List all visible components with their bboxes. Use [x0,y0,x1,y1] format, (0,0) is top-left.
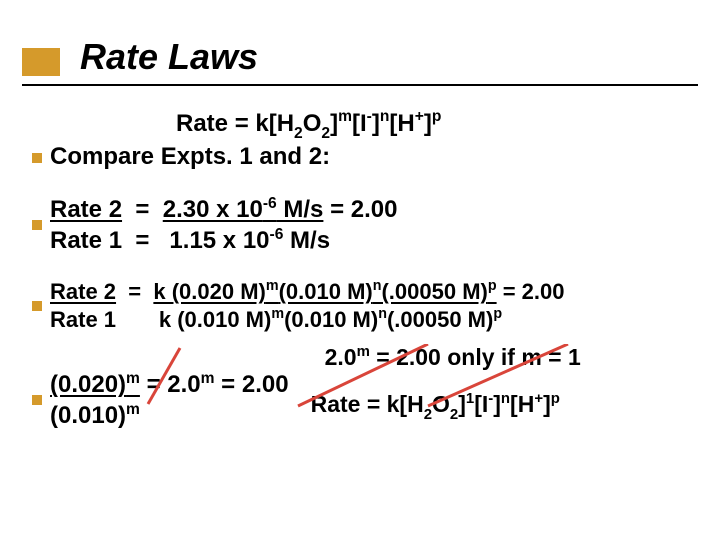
strike-k2: k (0.010 M)m(0.010 M)n(.00050 M)p [159,306,502,334]
ratio-symbolic: Rate 2 = k (0.020 M)m(0.010 M)n(.00050 M… [32,278,692,333]
sup: -6 [270,226,284,243]
strike-term2b: (0.010 M)n [284,306,387,334]
txt: = 2.00 [215,371,289,398]
sup: p [488,278,497,294]
bullet-icon [32,153,42,163]
txt: ] [330,110,338,137]
txt: = [128,279,141,304]
sub: 2 [424,406,432,423]
strike-term3b: (.00050 M)p [387,306,502,334]
strike-term3: (.00050 M)p [381,278,496,306]
rate-equation: Rate = k[H2O2]m[I-]n[H+]p [32,108,692,142]
ratio-numeric: Rate 2 = 2.30 x 10-6 M/s = 2.00 Rate 1 =… [32,194,692,256]
txt: (0.020) [50,371,126,398]
sup: 1 [466,390,474,407]
bottom-block: (0.020)m = 2.0m = 2.00 (0.010)m 2.0m = 2… [32,369,692,431]
txt: ] [372,110,380,137]
sup: m [201,370,215,387]
sup: m [126,401,140,418]
bullet-icon [32,301,42,311]
txt: = [135,227,149,254]
txt: Rate = k[H [311,391,424,417]
txt: 2.30 x 10 [163,196,263,223]
txt: Rate 1 [50,227,122,254]
sup: m [338,108,352,125]
txt: (.00050 M) [387,307,493,332]
slide-title: Rate Laws [80,36,258,77]
title-wrap: Rate Laws [80,36,258,78]
txt: O [303,110,322,137]
sup: n [373,278,382,294]
txt: [H [389,110,414,137]
compare-line: Compare Expts. 1 and 2: [32,142,692,172]
txt: ] [424,110,432,137]
txt: M/s [283,227,330,254]
txt: = 2.00 [323,196,397,223]
conclusion-1: 2.0m = 2.00 only if m = 1 [305,343,692,372]
txt: [I [474,391,488,417]
txt: Compare Expts. 1 and 2: [50,143,330,170]
txt: = [135,196,149,223]
txt: ] [458,391,466,417]
txt: [I [352,110,367,137]
sup: - [488,390,493,407]
txt: k (0.020 M) [153,279,266,304]
txt: ] [493,391,501,417]
txt: 2.0 [325,344,357,370]
sup: p [493,306,502,322]
txt: Rate 2 [50,279,116,304]
txt: (0.010 M) [284,307,378,332]
strike-k: k (0.020 M)m(0.010 M)n(.00050 M)p [153,278,496,306]
sub: 2 [294,125,303,142]
slide-content: Rate = k[H2O2]m[I-]n[H+]p Compare Expts.… [32,108,692,431]
sub: 2 [450,406,458,423]
sup: p [551,390,560,407]
final-rate-eq: Rate = k[H2O2]1[I-]n[H+]p [305,390,692,423]
sup: m [357,343,370,360]
sup: p [432,108,442,125]
sup: m [271,306,284,322]
strike-term2: (0.010 M)n [279,278,382,306]
txt: Rate 1 [50,307,116,332]
txt: (0.010) [50,402,126,429]
txt: M/s [277,196,324,223]
sup: m [266,278,279,294]
txt: (0.010 M) [279,279,373,304]
sup: n [380,108,390,125]
txt: = 2.00 only if m = 1 [370,344,581,370]
sup: m [126,370,140,387]
txt: Rate = k[H [176,110,294,137]
txt: ] [543,391,551,417]
txt: = 2.0 [140,371,201,398]
bullet-icon [32,220,42,230]
sup: n [501,390,510,407]
sup: -6 [263,195,277,212]
bullet-icon [32,395,42,405]
sup: - [367,108,372,125]
txt: (.00050 M) [381,279,487,304]
txt: 1.15 x 10 [169,227,269,254]
txt: O [432,391,450,417]
txt: [H [510,391,534,417]
txt: = 2.00 [497,279,565,304]
sup: + [415,108,424,125]
sup: + [534,390,543,407]
title-accent-block [22,48,60,76]
title-underline [22,84,698,86]
txt: k (0.010 M) [159,307,272,332]
sub: 2 [321,125,330,142]
sup: n [378,306,387,322]
txt: Rate 2 [50,196,122,223]
